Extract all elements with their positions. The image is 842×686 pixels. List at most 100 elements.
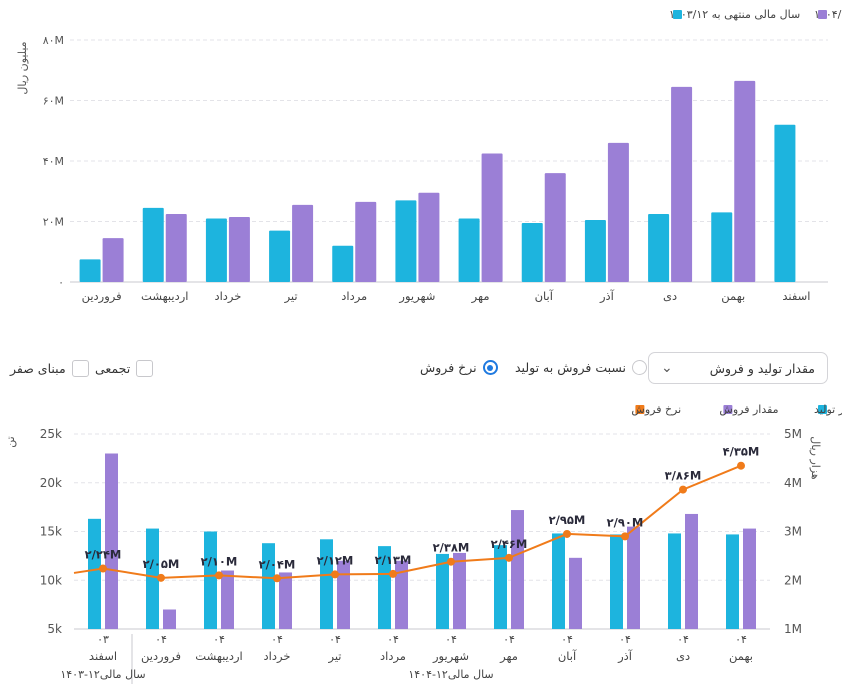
- bar-fy1404: [355, 201, 377, 282]
- bar-fy1403: [332, 245, 354, 282]
- sale-rate-point: [99, 564, 107, 573]
- bar-production: [88, 518, 101, 629]
- radio-sale-rate-circle[interactable]: [482, 360, 498, 375]
- bar-sales: [395, 560, 408, 629]
- x-tick-label: بهمن: [721, 289, 745, 304]
- bar-production: [378, 546, 391, 629]
- bar-fy1404: [671, 86, 693, 282]
- bar-production: [320, 539, 333, 629]
- bar-sales: [453, 552, 466, 629]
- radio-ratio-circle[interactable]: [632, 360, 648, 375]
- radio-sale-rate[interactable]: نرخ فروش: [420, 360, 498, 375]
- radio-ratio[interactable]: نسبت فروش به تولید: [515, 360, 648, 375]
- x-tick-label: تیر: [327, 649, 341, 664]
- bar-fy1403: [711, 212, 733, 282]
- x-tick-code: ۰۴: [329, 633, 341, 646]
- bar-fy1404: [734, 80, 756, 283]
- checkbox-zero-base-label: مبنای صفر: [10, 361, 66, 376]
- x-tick-code: ۰۴: [387, 633, 399, 646]
- bar-production: [436, 553, 449, 629]
- bar-fy1403: [269, 230, 291, 282]
- bar-production: [494, 545, 507, 629]
- bar-fy1403: [774, 124, 796, 282]
- top-chart: ۰ ۲۰M ۴۰M ۶۰M ۸۰M میلیون ریال فروردین اردیبهشت خ…: [16, 8, 842, 304]
- sale-rate-label: ۲/۱۰M: [201, 554, 238, 568]
- sale-rate-label: ۳/۸۶M: [665, 469, 702, 483]
- group-label: سال مالی۱۲-۱۴۰۴: [408, 668, 493, 681]
- legend-swatch: [673, 10, 682, 19]
- bar-production: [146, 528, 159, 629]
- sale-rate-point: [737, 461, 745, 470]
- legend-swatch: [818, 405, 827, 414]
- metric-dropdown[interactable]: ⌄ مقدار تولید و فروش: [648, 352, 828, 384]
- bar-production: [610, 534, 623, 629]
- x-tick-code: ۰۴: [271, 633, 283, 646]
- sale-rate-point: [389, 569, 397, 578]
- x-tick-label: دی: [663, 289, 677, 303]
- bar-sales: [511, 510, 524, 629]
- bar-sales: [627, 526, 640, 629]
- sale-rate-point: [621, 532, 629, 541]
- bar-fy1404: [102, 238, 124, 282]
- checkbox-cumulative-label: تجمعی: [95, 361, 131, 376]
- bar-sales: [279, 572, 292, 629]
- x-tick-label: شهریور: [398, 289, 435, 304]
- x-tick-code: ۰۳: [97, 633, 109, 646]
- y-left-tick-label: 15k: [40, 525, 62, 539]
- sale-rate-label: ۲/۱۳M: [375, 553, 412, 567]
- x-tick-code: ۰۴: [155, 633, 167, 646]
- bar-fy1403: [205, 218, 227, 282]
- checkbox-cumulative-box[interactable]: [136, 360, 154, 377]
- legend-label: سال مالی منتهی به ۱۴۰۳/۱۲: [669, 8, 800, 21]
- x-tick-label: شهریور: [432, 649, 469, 664]
- bar-fy1404: [544, 173, 566, 282]
- x-tick-code: ۰۴: [213, 633, 225, 646]
- x-tick-code: ۰۴: [503, 633, 515, 646]
- bar-sales: [685, 513, 698, 629]
- bottom-chart: 5k 10k 15k 20k 25k 1M 2M 3M 4M 5M تن هزار ریال ۰۳ اسف…: [4, 403, 842, 684]
- bar-production: [262, 543, 275, 629]
- sale-rate-point: [563, 529, 571, 538]
- sale-rate-point: [505, 553, 513, 562]
- x-tick-code: ۰۴: [445, 633, 457, 646]
- bar-sales: [221, 570, 234, 629]
- x-tick-code: ۰۴: [561, 633, 573, 646]
- legend-label: نرخ فروش: [631, 403, 681, 416]
- bar-sales: [569, 557, 582, 629]
- x-tick-label: تیر: [284, 289, 298, 304]
- sale-rate-point: [679, 485, 687, 494]
- radio-ratio-label: نسبت فروش به تولید: [515, 360, 627, 375]
- x-tick-label: مهر: [499, 649, 518, 664]
- checkbox-zero-base[interactable]: مبنای صفر: [10, 360, 89, 377]
- bar-production: [552, 533, 565, 629]
- x-tick-label: آذر: [599, 289, 615, 304]
- legend-label: مقدار فروش: [719, 403, 778, 416]
- y-tick-label: ۶۰M: [43, 95, 64, 108]
- radio-sale-rate-label: نرخ فروش: [420, 360, 477, 375]
- bar-fy1404: [481, 153, 503, 282]
- y-right-tick-label: 4M: [784, 476, 802, 490]
- y-tick-label: ۴۰M: [43, 155, 64, 168]
- x-tick-label: آذر: [617, 649, 633, 664]
- sale-rate-label: ۴/۳۵M: [723, 445, 760, 459]
- bar-fy1403: [142, 207, 164, 282]
- group-label: سال مالی۱۲-۱۴۰۳: [60, 668, 145, 681]
- x-tick-label: مرداد: [341, 289, 367, 304]
- sale-rate-label: ۲/۱۲M: [317, 553, 354, 567]
- bar-fy1404: [418, 192, 440, 282]
- checkbox-cumulative[interactable]: تجمعی: [95, 360, 154, 377]
- bar-fy1403: [79, 259, 101, 282]
- bar-fy1403: [458, 218, 480, 282]
- bar-sales: [163, 609, 176, 629]
- x-tick-label: اسفند: [782, 289, 810, 303]
- legend-label: مقدار تولید: [814, 403, 842, 416]
- x-tick-code: ۰۴: [677, 633, 689, 646]
- metric-dropdown-value: مقدار تولید و فروش: [709, 360, 815, 376]
- checkbox-zero-base-box[interactable]: [71, 360, 89, 377]
- bar-production: [668, 533, 681, 629]
- y-left-tick-label: 25k: [40, 427, 62, 441]
- y-right-tick-label: 5M: [784, 427, 802, 441]
- bar-fy1404: [607, 142, 629, 282]
- bar-production: [204, 531, 217, 629]
- bar-fy1403: [584, 219, 606, 282]
